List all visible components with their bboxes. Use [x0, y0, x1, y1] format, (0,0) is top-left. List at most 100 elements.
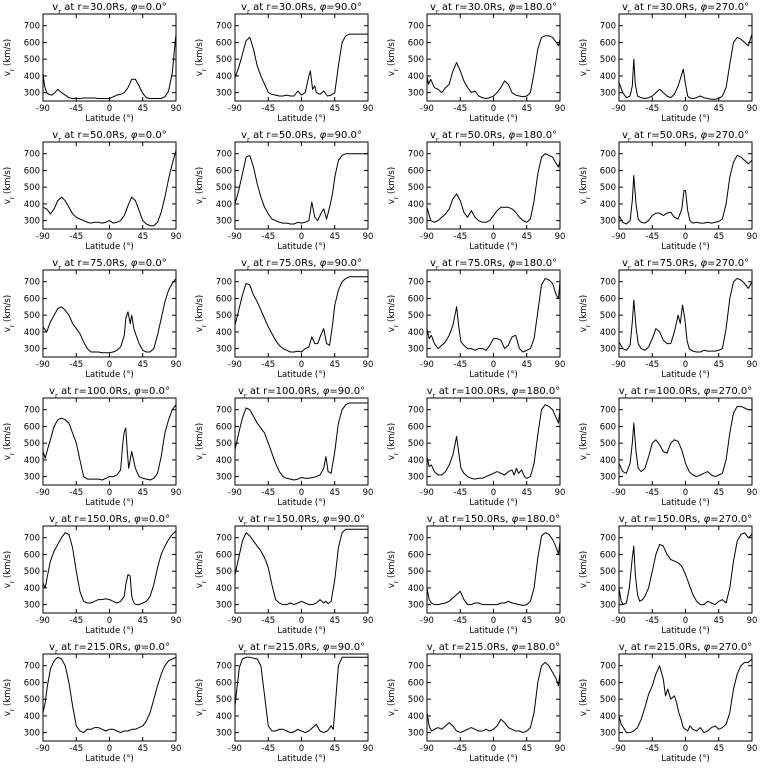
x-tick-label: 90 — [171, 104, 182, 114]
y-tick-label: 400 — [408, 456, 424, 466]
x-tick-label: 45 — [329, 104, 340, 114]
x-tick-label: 0 — [299, 360, 304, 370]
series-line — [234, 656, 368, 734]
x-tick-label: 0 — [107, 744, 112, 754]
chart-panel: vr at r=50.0Rs, φ=90.0° -90 -45 0 45 90 300 400… — [192, 128, 384, 256]
plot-frame — [42, 653, 177, 742]
x-axis-label: Latitude (°) — [469, 370, 518, 380]
line-chart: vr at r=30.0Rs, φ=0.0° -90 -45 0 45 90 300 400 5… — [3, 2, 182, 124]
x-tick-label: 45 — [521, 616, 532, 626]
x-tick-label: 0 — [107, 488, 112, 498]
x-tick-label: -45 — [453, 488, 467, 498]
chart-title: vr at r=100.0Rs, φ=90.0° — [238, 386, 365, 400]
y-tick-label: 400 — [600, 584, 616, 594]
series-line — [618, 154, 753, 225]
chart-panel: vr at r=30.0Rs, φ=90.0° -90 -45 0 45 90 300 400… — [192, 0, 384, 128]
x-tick-label: -45 — [261, 360, 275, 370]
series-line — [426, 661, 561, 734]
x-tick-label: -90 — [36, 232, 50, 242]
chart-title: vr at r=215.0Rs, φ=270.0° — [619, 642, 752, 656]
chart-title: vr at r=100.0Rs, φ=0.0° — [49, 386, 170, 400]
y-tick-label: 500 — [24, 311, 40, 321]
y-tick-label: 600 — [408, 678, 424, 688]
x-tick-label: 45 — [329, 360, 340, 370]
y-axis-label: vr (km/s) — [579, 295, 592, 332]
y-tick-label: 700 — [408, 22, 424, 32]
series-line — [426, 35, 561, 99]
x-tick-label: -45 — [69, 104, 83, 114]
y-tick-label: 600 — [408, 294, 424, 304]
chart-title: vr at r=50.0Rs, φ=270.0° — [622, 130, 749, 144]
x-tick-label: -45 — [261, 616, 275, 626]
line-chart: vr at r=75.0Rs, φ=180.0° -90 -45 0 45 90 300 40… — [387, 258, 565, 380]
y-axis-label: vr (km/s) — [195, 39, 208, 76]
x-tick-label: -90 — [228, 488, 242, 498]
chart-title: vr at r=50.0Rs, φ=90.0° — [241, 130, 362, 144]
series-line — [618, 405, 752, 478]
y-tick-label: 400 — [408, 328, 424, 338]
x-tick-label: 90 — [363, 616, 374, 626]
y-tick-label: 600 — [600, 550, 616, 560]
x-tick-label: 90 — [747, 104, 758, 114]
x-tick-label: -90 — [228, 360, 242, 370]
line-chart: vr at r=50.0Rs, φ=90.0° -90 -45 0 45 90 300 400… — [195, 130, 374, 252]
y-tick-label: 400 — [408, 200, 424, 210]
y-axis-label: vr (km/s) — [3, 423, 16, 460]
x-tick-label: -45 — [453, 232, 467, 242]
x-tick-label: -90 — [228, 616, 242, 626]
x-tick-label: -45 — [453, 104, 467, 114]
x-tick-label: 45 — [713, 488, 724, 498]
y-tick-label: 600 — [216, 38, 232, 48]
plot-frame — [234, 525, 369, 614]
x-tick-label: -90 — [420, 360, 434, 370]
y-tick-label: 700 — [216, 22, 232, 32]
y-tick-label: 700 — [24, 22, 40, 32]
x-tick-label: -45 — [645, 488, 659, 498]
x-tick-label: 0 — [299, 744, 304, 754]
y-axis-label: vr (km/s) — [3, 551, 16, 588]
x-tick-label: 0 — [299, 616, 304, 626]
x-tick-label: -90 — [36, 104, 50, 114]
y-axis-label: vr (km/s) — [579, 423, 592, 460]
y-tick-label: 500 — [600, 695, 616, 705]
x-axis-label: Latitude (°) — [85, 114, 134, 124]
x-tick-label: 45 — [137, 488, 148, 498]
x-tick-label: 90 — [363, 232, 374, 242]
series-line — [42, 656, 177, 734]
x-axis-label: Latitude (°) — [85, 754, 134, 764]
chart-panel: vr at r=30.0Rs, φ=270.0° -90 -45 0 45 90 300 40… — [576, 0, 768, 128]
y-tick-label: 300 — [600, 601, 616, 611]
x-tick-label: 45 — [713, 360, 724, 370]
y-tick-label: 400 — [24, 456, 40, 466]
y-axis-label: vr (km/s) — [387, 167, 400, 204]
y-tick-label: 300 — [600, 217, 616, 227]
chart-title: vr at r=150.0Rs, φ=90.0° — [238, 514, 365, 528]
line-chart: vr at r=30.0Rs, φ=90.0° -90 -45 0 45 90 300 400… — [195, 2, 373, 124]
x-axis-label: Latitude (°) — [469, 242, 518, 252]
y-tick-label: 300 — [24, 89, 40, 99]
chart-title: vr at r=215.0Rs, φ=0.0° — [49, 642, 170, 656]
y-axis-label: vr (km/s) — [3, 295, 16, 332]
y-tick-label: 400 — [24, 200, 40, 210]
y-tick-label: 300 — [600, 473, 616, 483]
y-tick-label: 500 — [216, 311, 232, 321]
x-tick-label: 90 — [747, 360, 758, 370]
chart-panel: vr at r=215.0Rs, φ=180.0° -90 -45 0 45 90 300 4… — [384, 640, 576, 768]
y-tick-label: 500 — [408, 311, 424, 321]
y-tick-label: 600 — [24, 294, 40, 304]
line-chart: vr at r=150.0Rs, φ=0.0° -90 -45 0 45 90 300 400… — [3, 514, 181, 636]
y-tick-label: 700 — [600, 406, 616, 416]
x-axis-label: Latitude (°) — [661, 114, 710, 124]
x-tick-label: -45 — [645, 744, 659, 754]
y-tick-label: 400 — [600, 72, 616, 82]
y-tick-label: 300 — [408, 473, 424, 483]
series-line — [618, 33, 753, 100]
y-tick-label: 400 — [408, 72, 424, 82]
chart-panel: vr at r=100.0Rs, φ=90.0° -90 -45 0 45 90 300 40… — [192, 384, 384, 512]
plot-frame — [426, 269, 561, 358]
chart-panel: vr at r=50.0Rs, φ=0.0° -90 -45 0 45 90 300 400 5… — [0, 128, 192, 256]
x-axis-label: Latitude (°) — [277, 754, 326, 764]
y-tick-label: 700 — [216, 278, 232, 288]
plot-frame — [234, 269, 369, 358]
